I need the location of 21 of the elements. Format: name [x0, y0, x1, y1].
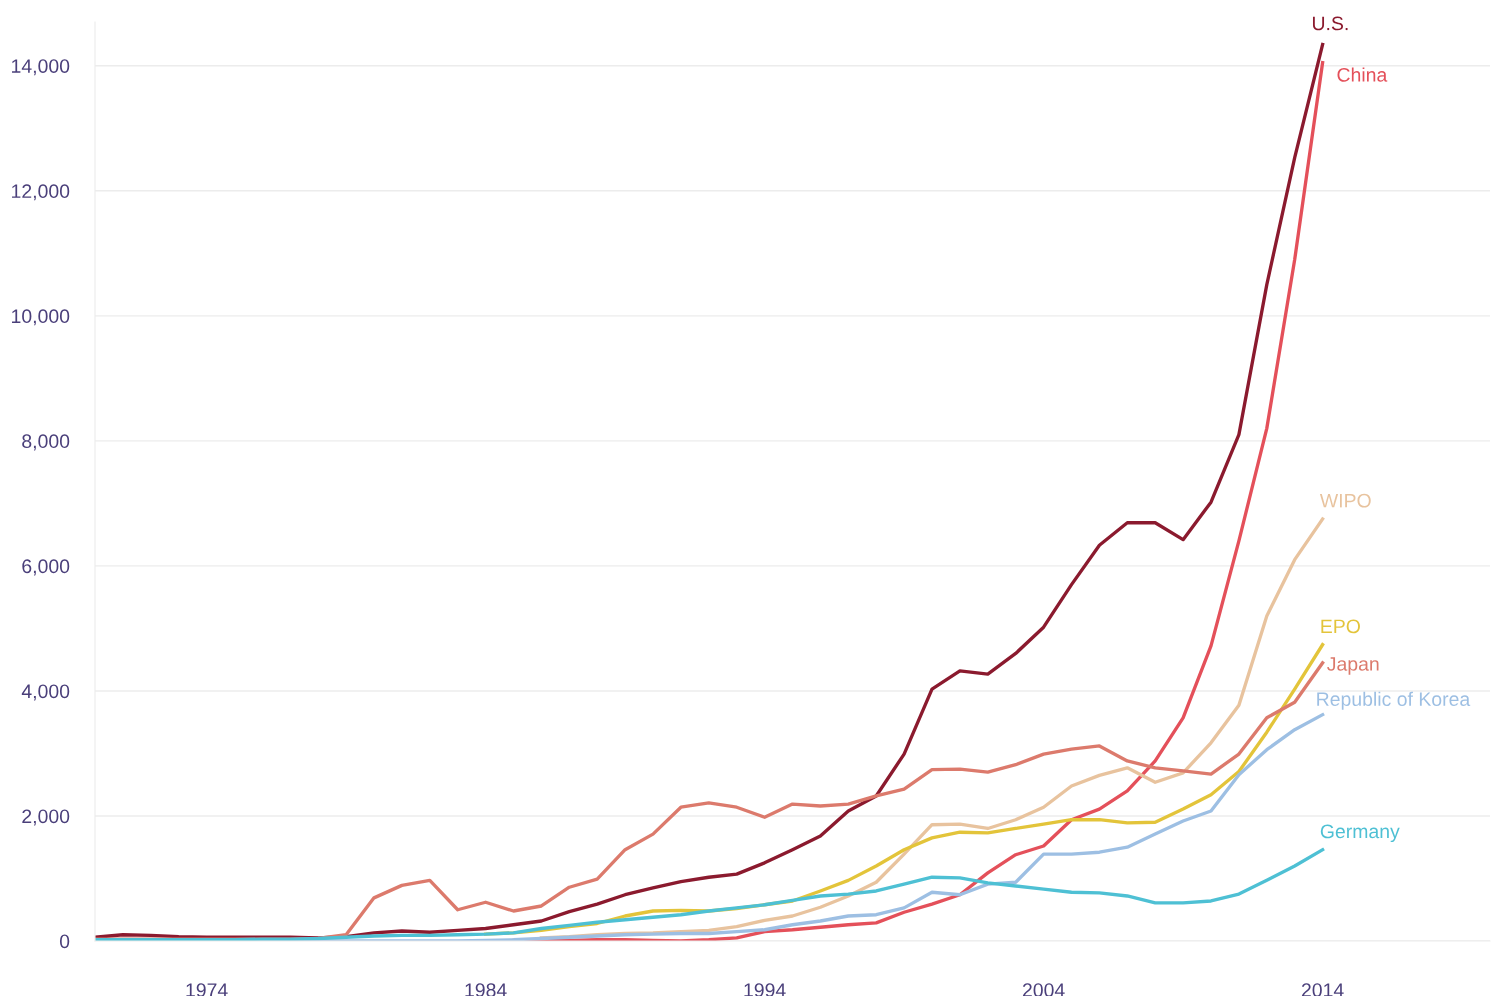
- y-tick-label: 10,000: [12, 309, 70, 326]
- y-tick-label: 12,000: [12, 184, 70, 201]
- x-tick-label: 2004: [1022, 983, 1065, 996]
- y-tick-label: 2,000: [22, 809, 70, 826]
- x-tick-label: 1994: [744, 983, 786, 996]
- y-tick-label: 0: [59, 934, 70, 949]
- y-tick-label: 14,000: [12, 59, 70, 76]
- series-label: U.S.: [1312, 16, 1348, 31]
- y-tick-label: 6,000: [22, 559, 70, 576]
- x-tick-label: 1974: [186, 983, 228, 996]
- x-tick-label: 2014: [1301, 983, 1344, 996]
- y-tick-label: 8,000: [22, 434, 70, 451]
- series-label: Japan: [1327, 657, 1379, 675]
- line-series: [95, 848, 1325, 941]
- y-tick-label: 4,000: [21, 684, 70, 701]
- x-tick-label: 1984: [465, 983, 507, 996]
- series-label: China: [1337, 67, 1388, 82]
- series-label: Germany: [1320, 824, 1400, 843]
- series-label: WIPO: [1319, 493, 1371, 508]
- series-label: Republic of Korea: [1317, 691, 1471, 710]
- series-label: EPO: [1321, 619, 1360, 634]
